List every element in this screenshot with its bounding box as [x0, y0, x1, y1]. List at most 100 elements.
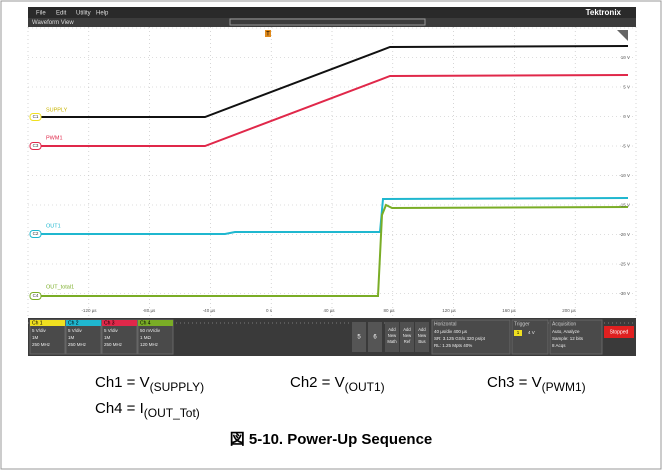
x-label: 80 µs: [383, 308, 395, 313]
acquisition-title: Acquisition: [552, 321, 576, 327]
x-label: -120 µs: [81, 308, 97, 313]
channel-box-head: [102, 320, 137, 326]
channel-box-line: 250 MHz: [68, 342, 87, 347]
channel-marker: C4: [33, 293, 39, 298]
channel-badge: [29, 142, 42, 150]
caption-sub: (OUT1): [345, 380, 385, 394]
brand: Tektronix: [586, 8, 622, 17]
channel-box-title: Ch 3: [104, 320, 115, 326]
channel-box-line: 1M: [104, 335, 111, 340]
x-label: 0 s: [266, 308, 273, 313]
y-label: 0 V: [623, 114, 630, 119]
record-view: [229, 18, 426, 26]
add-button-label: New: [388, 333, 397, 338]
button[interactable]: [368, 322, 382, 352]
view-title: Waveform View: [32, 20, 74, 26]
caption-sub: (SUPPLY): [150, 380, 204, 394]
x-label: 160 µs: [502, 308, 516, 313]
channel-badge: [29, 292, 42, 300]
add-button-label: Math: [387, 339, 397, 344]
acquisition-line: Sample: 12 bits: [552, 336, 584, 341]
trigger-marker: T: [266, 32, 270, 38]
channel-box-line: 250 MHz: [104, 342, 123, 347]
y-label: 10 V: [621, 55, 630, 60]
caption-main: Ch1 = V: [95, 374, 150, 391]
stopped-label: Stopped: [610, 329, 629, 335]
channel-box-title: Ch 2: [68, 320, 79, 326]
channel-box-head: [30, 320, 65, 326]
add-button-label: New: [403, 333, 412, 338]
channel-label: PWM1: [46, 135, 63, 141]
caption: Ch1 = V(SUPPLY): [95, 374, 204, 394]
corner-icon: [617, 30, 628, 41]
add-button-label: Add: [403, 327, 411, 332]
trace-pwm1: [30, 74, 629, 147]
caption: Ch3 = V(PWM1): [487, 374, 586, 394]
add-button-label: Add: [388, 327, 396, 332]
trigger-source-box: [514, 330, 522, 336]
channel-marker: C3: [33, 143, 39, 148]
trigger-source: 1: [517, 330, 520, 335]
y-label: 5 V: [623, 85, 630, 90]
y-label: -5 V: [622, 144, 630, 149]
channel-box-line: 1 MΩ: [140, 335, 152, 340]
figure-caption: 図 5-10. Power-Up Sequence: [230, 431, 433, 448]
channel-badge: [29, 230, 42, 238]
acquisition-box: [549, 319, 603, 355]
caption-main: Ch2 = V: [290, 374, 345, 391]
caption-sub: (PWM1): [542, 380, 586, 394]
menu-bar: [28, 7, 636, 18]
trigger-marker-box: [265, 30, 271, 37]
horizontal-line: SR: 3.125 GS/s 320 ps/pt: [434, 336, 486, 341]
add-button-label: Ref: [404, 339, 411, 344]
view-bar: [28, 18, 636, 27]
trigger-title: Trigger: [514, 321, 530, 327]
channel-box-line: 250 MHz: [32, 342, 51, 347]
trace-out-total1: [30, 203, 629, 297]
add-button-label: Bus: [418, 339, 425, 344]
caption: Ch2 = V(OUT1): [290, 374, 385, 394]
channel-marker: C2: [33, 231, 39, 236]
channel-box-head: [66, 320, 101, 326]
x-label: -40 µs: [203, 308, 216, 313]
add-button-label: New: [418, 333, 427, 338]
button-label: 5: [357, 335, 361, 341]
trigger-box: [511, 319, 549, 355]
channel-box-line: 50 mV/div: [140, 328, 161, 333]
horizontal-line: 40 µs/div 400 µs: [434, 329, 468, 334]
horizontal-box: [431, 319, 511, 355]
add-button[interactable]: [415, 322, 429, 352]
channel-box-line: 5 V/div: [32, 328, 47, 333]
y-label: -30 V: [619, 291, 630, 296]
trigger-level: 4 V: [528, 330, 535, 335]
x-label: 40 µs: [323, 308, 335, 313]
menu-item: Help: [96, 11, 109, 17]
channel-box-line: 120 MHz: [140, 342, 159, 347]
add-button[interactable]: [385, 322, 399, 352]
channel-box-line: 1M: [68, 335, 75, 340]
trace-supply: [30, 45, 629, 118]
stopped-button[interactable]: [604, 326, 634, 338]
channel-box-title: Ch 1: [32, 320, 43, 326]
channel-label: OUT1: [46, 223, 61, 229]
plot-area: [28, 27, 636, 318]
caption-sub: (OUT_Tot): [144, 406, 200, 420]
channel-box-title: Ch 4: [140, 320, 151, 326]
channel-box-line: 5 V/div: [104, 328, 119, 333]
caption-main: Ch4 = I: [95, 400, 144, 417]
add-button[interactable]: [400, 322, 414, 352]
trace-out1: [30, 197, 629, 235]
menu-item: Utility: [76, 11, 91, 17]
button-label: 6: [373, 335, 377, 341]
channel-badge: [29, 113, 42, 121]
channel-marker: C1: [33, 114, 39, 119]
caption-main: Ch3 = V: [487, 374, 542, 391]
menu-item: Edit: [56, 11, 67, 17]
channel-box-line: 5 V/div: [68, 328, 83, 333]
horizontal-title: Horizontal: [434, 321, 457, 327]
channel-label: OUT_total1: [46, 284, 74, 290]
caption: Ch4 = I(OUT_Tot): [95, 400, 200, 420]
button[interactable]: [352, 322, 366, 352]
channel-box-line: 1M: [32, 335, 39, 340]
